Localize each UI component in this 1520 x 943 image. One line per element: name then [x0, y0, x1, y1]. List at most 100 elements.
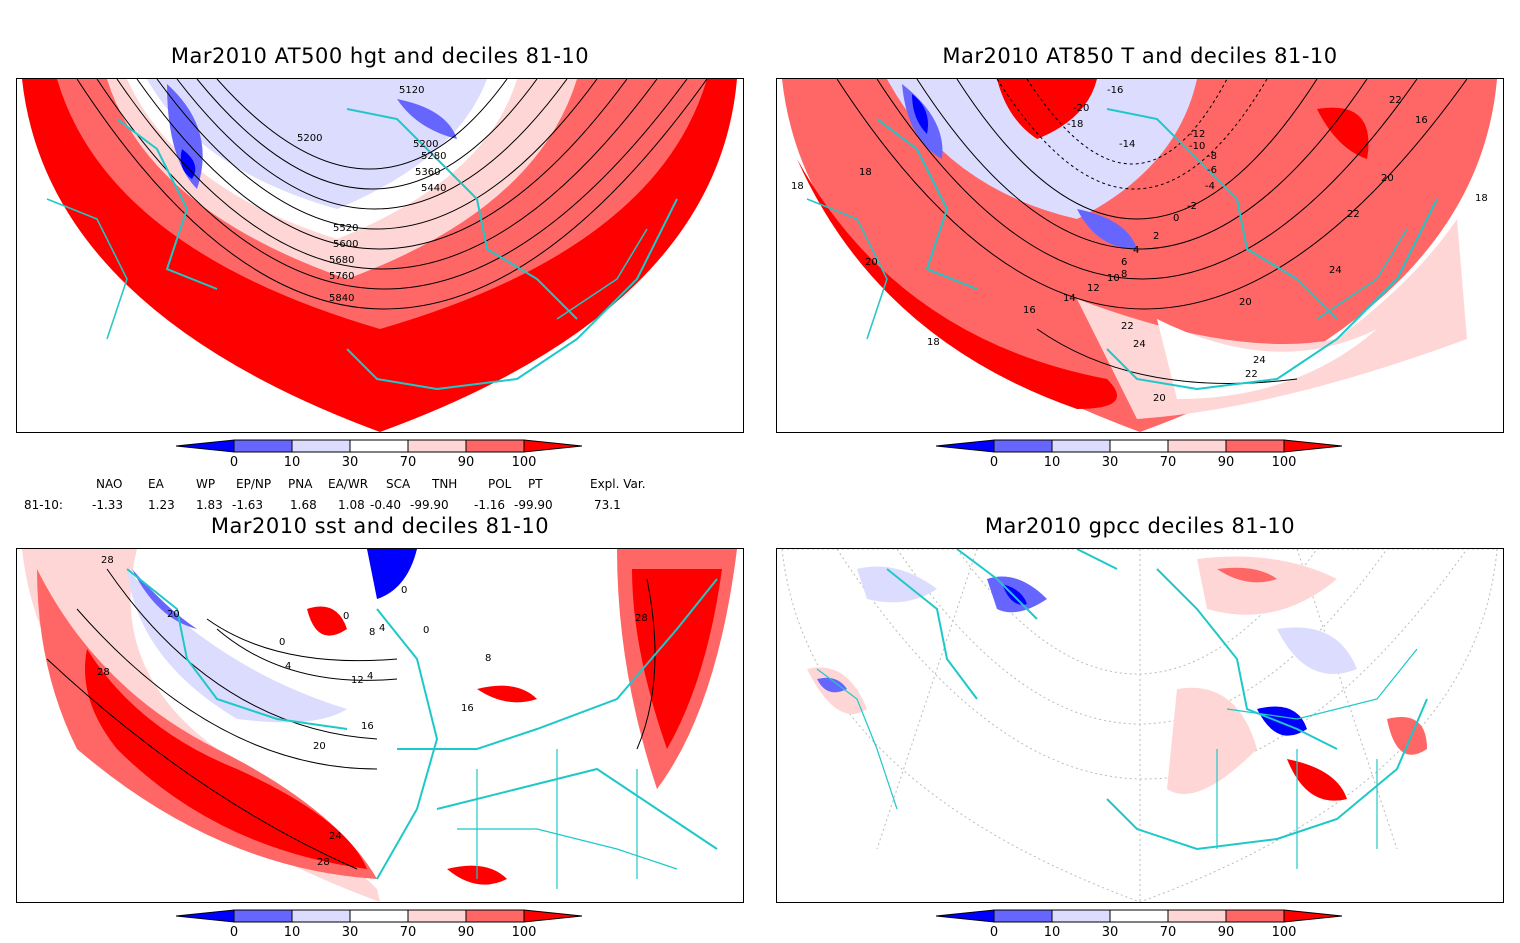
decile-band-0-10b — [397, 99, 457, 139]
colorbar-segment — [993, 439, 1053, 453]
contour-label: -8 — [1207, 151, 1217, 162]
contour-label: -10 — [1189, 141, 1205, 152]
teleconnection-header-epnp: EP/NP — [236, 477, 272, 491]
contour-line — [206, 618, 398, 662]
colorbar-segment — [407, 439, 467, 453]
colorbar-tick-label: 70 — [399, 455, 417, 470]
colorbar-gpcc: 0 10 30 70 90 100 — [935, 909, 1346, 943]
panel-title-hgt500: Mar2010 AT500 hgt and deciles 81-10 — [170, 44, 590, 68]
colorbar-segment — [233, 909, 293, 923]
contour-label: 20 — [1239, 297, 1252, 308]
contour-line — [196, 79, 538, 190]
teleconnection-header-sca: SCA — [386, 477, 411, 491]
contour-label: 12 — [1087, 283, 1100, 294]
teleconnection-header-ea: EA — [148, 477, 164, 491]
colorbar-sst: 0 10 30 70 90 100 — [175, 909, 586, 943]
contour-label: 28 — [635, 613, 648, 624]
contour-label: 28 — [101, 555, 114, 566]
colorbar-svg — [175, 909, 583, 923]
colorbar-tick-label: 100 — [1271, 925, 1297, 940]
colorbar-tick-label: 0 — [989, 925, 999, 940]
contour-label: 4 — [367, 671, 373, 682]
map-panel-sst: 28 20 28 0 4 8 4 0 12 16 16 20 24 28 28 … — [16, 548, 744, 903]
contour-line — [106, 568, 378, 740]
coastline — [46, 198, 648, 340]
teleconnection-value-explvar: 73.1 — [594, 498, 621, 512]
contour-label: 28 — [97, 667, 110, 678]
colorbar-arrow-low — [935, 439, 995, 453]
colorbar-tick-label: 70 — [1159, 455, 1177, 470]
colorbar-tick-label: 0 — [989, 455, 999, 470]
teleconnection-header-pt: PT — [528, 477, 543, 491]
teleconnection-value-wp: 1.83 — [196, 498, 223, 512]
contour-line — [76, 79, 708, 310]
coastline — [806, 198, 1408, 340]
decile-band-min — [912, 94, 928, 134]
contour-label: 28 — [317, 857, 330, 868]
colorbar-svg — [935, 439, 1343, 453]
colorbar-t850: 0 10 30 70 90 100 — [935, 439, 1346, 473]
contour-line — [136, 79, 628, 250]
contour-label: 14 — [1063, 293, 1076, 304]
decile-band-red — [307, 606, 347, 636]
colorbar-tick-label: 90 — [457, 925, 475, 940]
teleconnection-header-tnh: TNH — [432, 477, 458, 491]
colorbar-segment — [1051, 439, 1111, 453]
decile-band-10-30 — [1277, 627, 1357, 674]
colorbar-tick-label: 10 — [283, 925, 301, 940]
decile-band-30-70 — [1157, 319, 1377, 399]
colorbar-segment — [465, 439, 525, 453]
decile-band-100 — [85, 649, 367, 869]
colorbar-tick-label: 100 — [1271, 455, 1297, 470]
panel-title-t850: Mar2010 AT850 T and deciles 81-10 — [942, 44, 1338, 68]
panel-title-sst: Mar2010 sst and deciles 81-10 — [210, 514, 550, 538]
contour-label: 4 — [285, 661, 291, 672]
decile-band-90-100 — [1217, 567, 1277, 583]
teleconnection-value-pol: -1.16 — [474, 498, 506, 512]
colorbar-segment — [233, 439, 293, 453]
contour-label: 22 — [1121, 321, 1134, 332]
decile-band-100 — [797, 159, 1117, 409]
colorbar-segment — [993, 909, 1053, 923]
colorbar-arrow-low — [935, 909, 995, 923]
colorbar-segment — [1109, 909, 1169, 923]
colorbar-arrow-low — [175, 439, 235, 453]
contour-label: 5600 — [333, 239, 358, 250]
contour-label: -18 — [1067, 119, 1083, 130]
colorbar-segment — [1225, 439, 1285, 453]
graticule — [836, 549, 1468, 902]
contour-label: 20 — [313, 741, 326, 752]
contour-label: 0 — [1173, 213, 1179, 224]
contour-line — [996, 79, 1268, 190]
colorbar-segment — [1051, 909, 1111, 923]
decile-band-90-100 — [1387, 717, 1427, 755]
colorbar-segment — [291, 439, 351, 453]
contour-label: 5200 — [413, 139, 438, 150]
contour-label: 5200 — [297, 133, 322, 144]
decile-band-red — [997, 79, 1097, 139]
teleconnection-value-epnp: -1.63 — [232, 498, 264, 512]
colorbar-tick-label: 10 — [1043, 455, 1061, 470]
decile-band-100 — [1287, 759, 1347, 801]
contour-label: 8 — [485, 653, 491, 664]
contour-label: -2 — [1187, 201, 1197, 212]
coastline — [886, 549, 1428, 851]
map-panel-gpcc — [776, 548, 1504, 903]
contour-label: 18 — [927, 337, 940, 348]
teleconnection-header-eawr: EA/WR — [328, 477, 369, 491]
colorbar-svg — [175, 439, 583, 453]
contour-line — [956, 79, 1318, 220]
teleconnection-value-pt: -99.90 — [514, 498, 553, 512]
decile-band-right-100 — [632, 569, 722, 749]
colorbar-tick-label: 100 — [511, 455, 537, 470]
contour-line — [876, 79, 1418, 280]
contour-label: 8 — [1121, 269, 1127, 280]
contour-line — [176, 79, 568, 210]
coastline — [876, 108, 1438, 391]
colorbar-tick-label: 30 — [341, 455, 359, 470]
map-panel-t850: -16 -20 -18 -14 -12 -10 -8 -6 -4 -2 0 2 … — [776, 78, 1504, 433]
contour-line — [916, 79, 1368, 250]
contour-label: 20 — [1381, 173, 1394, 184]
teleconnection-value-tnh: -99.90 — [410, 498, 449, 512]
contour-label: 0 — [401, 585, 407, 596]
